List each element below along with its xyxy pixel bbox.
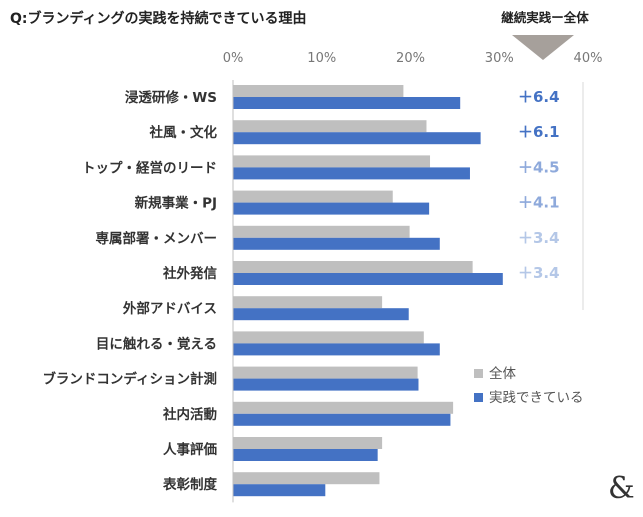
difference-label: ＋4.1 — [518, 194, 560, 212]
bar-practicing — [233, 413, 451, 426]
bar-overall — [233, 155, 431, 168]
category-label: 社風・文化 — [149, 124, 218, 141]
bar-practicing — [233, 308, 409, 321]
x-tick-label: 20% — [396, 51, 425, 66]
difference-labels: ＋6.4 ＋6.1 ＋4.5 ＋4.1 ＋3.4 ＋3.4 — [518, 88, 560, 282]
bar-overall — [233, 366, 418, 379]
category-label: 浸透研修・WS — [125, 89, 217, 106]
bar-overall — [233, 296, 383, 309]
x-tick-label: 40% — [574, 51, 603, 66]
bar-overall — [233, 85, 404, 97]
category-label: 表彰制度 — [163, 476, 217, 493]
difference-label: ＋6.4 — [518, 88, 560, 106]
bar-overall — [233, 120, 427, 133]
bar-practicing — [233, 484, 326, 497]
category-label: 外部アドバイス — [123, 300, 217, 317]
difference-label: ＋4.5 — [518, 158, 560, 176]
legend-swatch-overall — [474, 369, 483, 378]
category-label: 人事評価 — [163, 441, 217, 458]
bar-practicing — [233, 202, 430, 215]
bar-practicing — [233, 237, 440, 250]
bar-overall — [233, 437, 383, 449]
difference-label: ＋3.4 — [518, 229, 560, 247]
legend-label-practicing: 実践できている — [489, 390, 584, 406]
bar-practicing — [233, 343, 440, 356]
brand-logo: & — [608, 471, 635, 506]
x-tick-label: 30% — [485, 51, 514, 66]
legend-label-overall: 全体 — [489, 365, 517, 382]
bar-overall — [233, 401, 454, 414]
category-label: ブランドコンディション計測 — [42, 371, 217, 388]
difference-header: 継続実践ー全体 — [501, 10, 589, 25]
bar-practicing — [233, 378, 419, 391]
bar-overall — [233, 261, 473, 273]
bar-practicing — [233, 132, 481, 145]
bar-practicing — [233, 167, 470, 180]
difference-label: ＋3.4 — [518, 264, 560, 282]
bar-overall — [233, 190, 393, 203]
bar-overall — [233, 225, 410, 238]
difference-arrow-icon — [512, 35, 574, 60]
chart-title: Q:ブランディングの実践を持続できている理由 — [10, 10, 307, 27]
x-tick-label: 0% — [223, 51, 244, 66]
legend: 全体 実践できている — [474, 365, 584, 406]
bars — [233, 85, 503, 497]
difference-label: ＋6.1 — [518, 123, 560, 141]
bar-practicing — [233, 449, 378, 461]
bar-overall — [233, 472, 380, 485]
bar-practicing — [233, 273, 503, 285]
x-axis-ticks: 0% 10% 20% 30% 40% — [223, 51, 603, 66]
x-tick-label: 10% — [307, 51, 336, 66]
category-label: 社外発信 — [162, 265, 217, 282]
bar-practicing — [233, 97, 461, 109]
category-label: トップ・経営のリード — [82, 159, 217, 176]
legend-swatch-practicing — [474, 393, 483, 402]
category-label: 社内活動 — [162, 406, 217, 423]
category-label: 専属部署・メンバー — [96, 230, 218, 247]
bar-overall — [233, 331, 424, 344]
category-label: 目に触れる・覚える — [96, 335, 217, 352]
category-label: 新規事業・PJ — [135, 195, 217, 212]
